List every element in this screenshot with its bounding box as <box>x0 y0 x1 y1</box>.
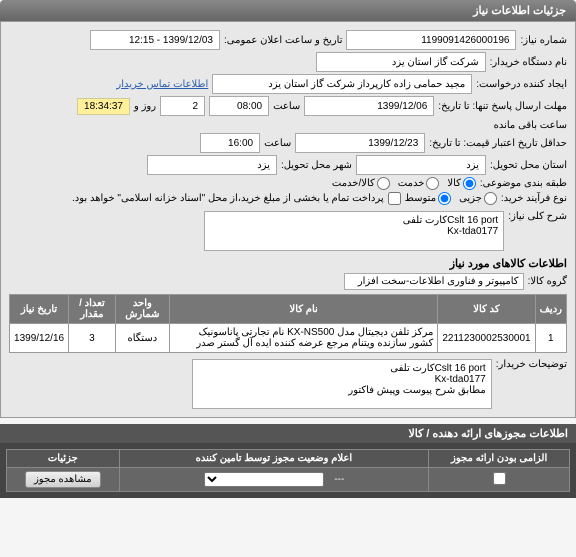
announce-value: 1399/12/03 - 12:15 <box>90 30 220 50</box>
send-date: 1399/12/06 <box>304 96 434 116</box>
radio-medium-label: متوسط <box>405 193 436 204</box>
buyer-notes-label: توضیحات خریدار: <box>496 359 567 370</box>
auth-header: اطلاعات مجوزهای ارائه دهنده / کالا <box>0 424 576 443</box>
auth-status-select[interactable] <box>204 472 324 487</box>
province-value: یزد <box>356 155 486 175</box>
auth-th-1: الزامی بودن ارائه مجوز <box>429 450 570 468</box>
radio-service-input[interactable] <box>426 177 439 190</box>
auth-th-3: جزئیات <box>7 450 120 468</box>
auth-details-cell: مشاهده مجوز <box>7 468 120 492</box>
contact-link[interactable]: اطلاعات تماس خریدار <box>116 79 208 90</box>
province-label: استان محل تحویل: <box>490 160 567 171</box>
auth-body: الزامی بودن ارائه مجوز اعلام وضعیت مجوز … <box>0 443 576 498</box>
send-time: 08:00 <box>209 96 269 116</box>
creator-label: ایجاد کننده درخواست: <box>476 79 567 90</box>
panel-body: شماره نیاز: 1199091426000196 تاریخ و ساع… <box>0 21 576 418</box>
time-label-2: ساعت <box>264 138 291 149</box>
group-select[interactable]: کامپیوتر و فناوری اطلاعات-سخت افزار <box>344 273 524 290</box>
creator-value: مجید حمامی زاده کارپرداز شرکت گاز استان … <box>212 74 472 94</box>
buyer-notes-box: Cslt 16 portکارت تلفی Kx-tda0177 مطابق ش… <box>192 359 492 409</box>
buy-type-label: نوع فرآیند خرید: <box>501 193 567 204</box>
price-time: 16:00 <box>200 133 260 153</box>
radio-medium[interactable]: متوسط <box>405 192 451 205</box>
auth-mandatory-checkbox[interactable] <box>493 472 506 485</box>
treasury-checkbox[interactable] <box>388 192 401 205</box>
th-code: کد کالا <box>438 295 535 324</box>
radio-gs-input[interactable] <box>377 177 390 190</box>
desc-box: Cslt 16 portکارت تلفی Kx-tda0177 <box>204 211 504 251</box>
timer-box: 18:34:37 <box>77 98 130 115</box>
table-header-row: ردیف کد کالا نام کالا واحد شمارش تعداد /… <box>10 295 567 324</box>
radio-small-input[interactable] <box>484 192 497 205</box>
cell-idx: 1 <box>535 324 566 353</box>
auth-table: الزامی بودن ارائه مجوز اعلام وضعیت مجوز … <box>6 449 570 492</box>
buytype-radio-group: جزیی متوسط <box>405 192 497 205</box>
send-deadline-label: مهلت ارسال پاسخ تنها: تا تاریخ: <box>438 101 567 112</box>
radio-goods-label: کالا <box>447 178 461 189</box>
goods-table: ردیف کد کالا نام کالا واحد شمارش تعداد /… <box>9 294 567 353</box>
auth-row: --- مشاهده مجوز <box>7 468 570 492</box>
days-word: روز و <box>134 101 156 112</box>
remaining-label: ساعت باقی مانده <box>494 120 567 131</box>
radio-service[interactable]: خدمت <box>398 177 440 190</box>
treasury-note: پرداخت تمام یا بخشی از مبلغ خرید،از محل … <box>72 193 384 204</box>
radio-medium-input[interactable] <box>438 192 451 205</box>
price-valid-label: حداقل تاریخ اعتبار قیمت: تا تاریخ: <box>429 138 567 149</box>
auth-mandatory-cell <box>429 468 570 492</box>
th-unit: واحد شمارش <box>115 295 169 324</box>
desc-label: شرح کلی نیاز: <box>508 211 567 222</box>
buyer-label: نام دستگاه خریدار: <box>490 57 567 68</box>
auth-header-row: الزامی بودن ارائه مجوز اعلام وضعیت مجوز … <box>7 450 570 468</box>
req-no-value: 1199091426000196 <box>346 30 516 50</box>
days-count: 2 <box>160 96 205 116</box>
buyer-value: شرکت گاز استان یزد <box>316 52 486 72</box>
time-label-1: ساعت <box>273 101 300 112</box>
auth-status-text: --- <box>334 474 344 485</box>
radio-gs-label: کالا/خدمت <box>332 178 375 189</box>
goods-section-title: اطلاعات کالاهای مورد نیاز <box>9 257 567 270</box>
radio-goods-service[interactable]: کالا/خدمت <box>332 177 390 190</box>
th-name: نام کالا <box>169 295 437 324</box>
panel-header: جزئیات اطلاعات نیاز <box>0 0 576 21</box>
cell-name: مرکز تلفن دیجیتال مدل KX-NS500 نام تجارت… <box>169 324 437 353</box>
cell-date: 1399/12/16 <box>10 324 69 353</box>
announce-label: تاریخ و ساعت اعلان عمومی: <box>224 35 343 46</box>
cell-unit: دستگاه <box>115 324 169 353</box>
table-row: 1 2211230002530001 مرکز تلفن دیجیتال مدل… <box>10 324 567 353</box>
budget-radio-group: کالا خدمت کالا/خدمت <box>332 177 476 190</box>
th-qty: تعداد / مقدار <box>69 295 116 324</box>
cell-code: 2211230002530001 <box>438 324 535 353</box>
budget-label: طبقه بندی موضوعی: <box>480 178 567 189</box>
auth-th-2: اعلام وضعیت مجوز توسط تامین کننده <box>119 450 429 468</box>
city-value: یزد <box>147 155 277 175</box>
req-no-label: شماره نیاز: <box>520 35 567 46</box>
panel-title: جزئیات اطلاعات نیاز <box>473 5 566 17</box>
th-date: تاریخ نیاز <box>10 295 69 324</box>
radio-service-label: خدمت <box>398 178 425 189</box>
radio-goods-input[interactable] <box>463 177 476 190</box>
auth-status-cell: --- <box>119 468 429 492</box>
cell-qty: 3 <box>69 324 116 353</box>
radio-small-label: جزیی <box>459 193 482 204</box>
radio-goods[interactable]: کالا <box>447 177 476 190</box>
city-label: شهر محل تحویل: <box>281 160 352 171</box>
radio-small[interactable]: جزیی <box>459 192 497 205</box>
group-label: گروه کالا: <box>528 276 567 287</box>
th-idx: ردیف <box>535 295 566 324</box>
price-date: 1399/12/23 <box>295 133 425 153</box>
view-auth-button[interactable]: مشاهده مجوز <box>25 471 101 488</box>
